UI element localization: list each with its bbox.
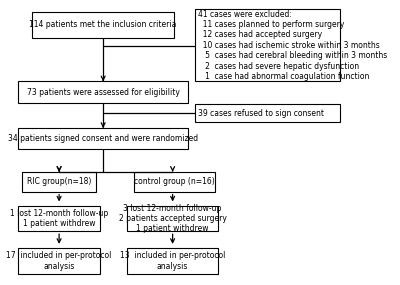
Text: 41 cases were excluded:
  11 cases planned to perform surgery
  12 cases had acc: 41 cases were excluded: 11 cases planned… <box>198 10 387 81</box>
Text: 3 lost 12-month follow-up
2 patients accepted surgery
1 patient withdrew: 3 lost 12-month follow-up 2 patients acc… <box>119 204 226 233</box>
FancyBboxPatch shape <box>195 104 340 123</box>
Text: 13  included in per-protocol
analysis: 13 included in per-protocol analysis <box>120 251 225 271</box>
FancyBboxPatch shape <box>22 172 96 192</box>
FancyBboxPatch shape <box>18 128 188 149</box>
Text: 114 patients met the inclusion criteria: 114 patients met the inclusion criteria <box>30 20 177 29</box>
FancyBboxPatch shape <box>18 206 100 231</box>
FancyBboxPatch shape <box>18 248 100 274</box>
FancyBboxPatch shape <box>32 12 174 38</box>
Text: 17  included in per-protocol
analysis: 17 included in per-protocol analysis <box>6 251 112 271</box>
FancyBboxPatch shape <box>134 172 215 192</box>
FancyBboxPatch shape <box>127 248 218 274</box>
Text: 39 cases refused to sign consent: 39 cases refused to sign consent <box>198 109 324 118</box>
Text: control group (n=16): control group (n=16) <box>134 177 215 186</box>
Text: RIC group(n=18): RIC group(n=18) <box>27 177 91 186</box>
Text: 1 lost 12-month follow-up
1 patient withdrew: 1 lost 12-month follow-up 1 patient with… <box>10 209 108 228</box>
Text: 73 patients were assessed for eligibility: 73 patients were assessed for eligibilit… <box>27 87 180 97</box>
FancyBboxPatch shape <box>195 9 340 82</box>
FancyBboxPatch shape <box>127 206 218 231</box>
FancyBboxPatch shape <box>18 82 188 103</box>
Text: 34 patients signed consent and were randomized: 34 patients signed consent and were rand… <box>8 134 198 143</box>
